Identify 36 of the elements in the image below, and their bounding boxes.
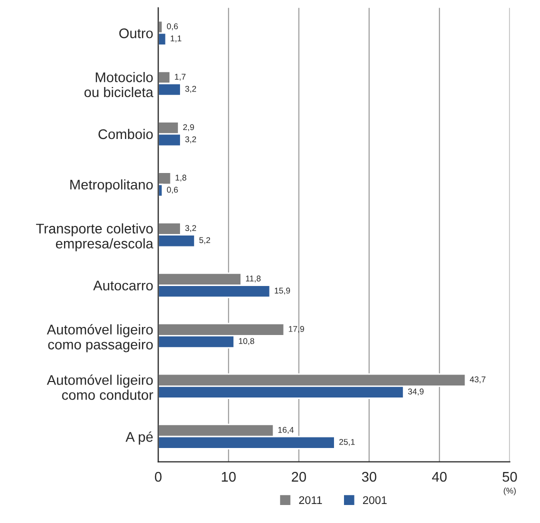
data-label: 15,9 [274,288,290,295]
data-label: 0,6 [166,186,178,194]
data-label: 0,6 [166,23,178,30]
data-label: 11,8 [246,276,261,282]
x-axis-title: (%) [504,488,516,496]
y-tick-label: Metropolitano [70,179,153,192]
data-label: 1,8 [176,174,186,182]
data-label: 3,2 [185,225,196,232]
x-tick-label: 0 [154,472,162,482]
y-tick-label: A pé [126,431,153,445]
y-tick-label: Comboio [98,128,153,140]
x-tick-label: 50 [502,472,517,482]
x-tick-label: 40 [432,472,447,482]
y-tick-label: Automóvel ligeiro como passageiro [46,324,153,352]
y-tick-label: Transporte coletivo empresa/escola [36,223,154,252]
data-label: 34,9 [408,388,424,396]
y-tick-label: Motociclo ou bicicleta [84,72,154,98]
legend-label: 2001 [363,496,387,504]
data-label: 43,7 [470,376,486,384]
x-tick-label: 10 [222,472,236,482]
data-label: 3,2 [185,136,196,144]
x-tick-label: 20 [292,472,306,482]
data-label: 17,9 [288,326,304,333]
data-label: 5,2 [199,237,210,244]
data-label: 25,1 [339,438,355,446]
data-label: 3,2 [185,86,196,93]
data-label: 2,9 [183,124,194,132]
data-label: 1,1 [170,36,182,42]
legend-label: 2011 [299,496,322,504]
data-label: 1,7 [174,74,186,81]
data-label: 10,8 [238,338,254,345]
y-tick-label: Autocarro [93,280,153,290]
y-tick-label: Automóvel ligeiro como condutor [46,374,154,400]
x-tick-label: 30 [362,472,376,482]
y-tick-label: Outro [119,28,153,38]
data-label: 16,4 [278,426,294,434]
